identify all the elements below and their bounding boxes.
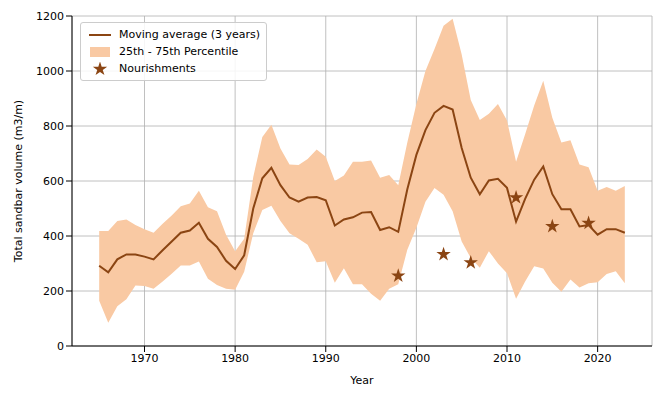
svg-text:2020: 2020	[584, 352, 612, 365]
svg-text:2010: 2010	[493, 352, 521, 365]
html-text:Moving average (3 years): Moving average (3 years)	[119, 28, 261, 41]
svg-text:600: 600	[43, 175, 64, 188]
svg-text:1200: 1200	[36, 10, 64, 23]
svg-text:1980: 1980	[221, 352, 249, 365]
svg-text:1990: 1990	[312, 352, 340, 365]
svg-text:1970: 1970	[131, 352, 159, 365]
svg-text:200: 200	[43, 285, 64, 298]
html-text:25th - 75th Percentile: 25th - 75th Percentile	[119, 45, 239, 58]
svg-text:2000: 2000	[402, 352, 430, 365]
html-text:Nourishments: Nourishments	[119, 62, 196, 75]
svg-text:Total sandbar volume (m3/m): Total sandbar volume (m3/m)	[12, 100, 25, 263]
svg-text:1000: 1000	[36, 65, 64, 78]
svg-text:Year: Year	[349, 374, 374, 387]
svg-text:0: 0	[57, 340, 64, 353]
svg-text:400: 400	[43, 230, 64, 243]
svg-text:800: 800	[43, 120, 64, 133]
